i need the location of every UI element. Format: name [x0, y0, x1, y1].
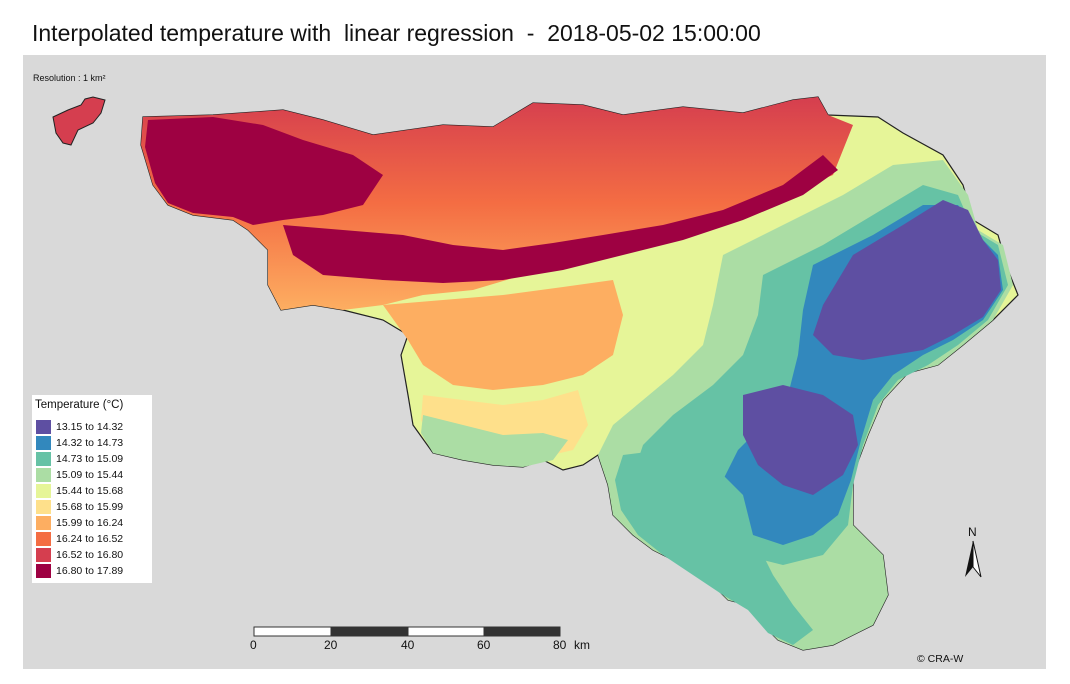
map-panel: Resolution : 1 km² Temperature (°C) [23, 55, 1046, 669]
resolution-note: Resolution : 1 km² [33, 73, 106, 83]
scale-tick-label: 80 [553, 638, 567, 652]
scale-tick-label: 20 [324, 638, 338, 652]
scale-tick-label: 60 [477, 638, 491, 652]
legend-swatch [36, 564, 51, 578]
legend-swatch [36, 436, 51, 450]
legend-swatch [36, 468, 51, 482]
legend-label: 14.73 to 15.09 [56, 453, 124, 465]
scale-unit: km [574, 638, 590, 652]
legend-swatch [36, 516, 51, 530]
legend-label: 13.15 to 14.32 [56, 421, 124, 433]
legend-swatch [36, 500, 51, 514]
zone-13.15-14.32 [813, 200, 1001, 360]
zone-hot-core-west [145, 117, 383, 225]
legend-label: 16.52 to 16.80 [56, 549, 124, 561]
zone-13.15-14.32-south [743, 385, 858, 495]
zone-south-green [615, 450, 813, 645]
exclave-comines [52, 96, 106, 146]
legend-swatch [36, 532, 51, 546]
legend-swatch [36, 548, 51, 562]
scale-bar [253, 626, 561, 637]
legend-label: 15.68 to 15.99 [56, 501, 124, 513]
zone-southwest-green [421, 415, 568, 467]
scale-tick-label: 0 [250, 638, 257, 652]
legend-label: 16.24 to 16.52 [56, 533, 124, 545]
zone-hot-band [283, 155, 838, 283]
legend-swatch [36, 420, 51, 434]
zone-orange-center [383, 280, 623, 390]
credit: © CRA-W [917, 653, 964, 665]
legend-label: 15.09 to 15.44 [56, 469, 124, 481]
north-label: N [968, 525, 977, 539]
legend-label: 16.80 to 17.89 [56, 565, 124, 577]
map-title: Interpolated temperature with linear reg… [32, 20, 761, 46]
legend: Temperature (°C) 13.15 to 14.32 14.32 to… [32, 395, 152, 583]
legend-title: Temperature (°C) [35, 399, 124, 411]
legend-label: 15.99 to 16.24 [56, 517, 124, 529]
legend-swatch [36, 484, 51, 498]
north-arrow-icon [965, 540, 982, 578]
legend-label: 14.32 to 14.73 [56, 437, 124, 449]
legend-label: 15.44 to 15.68 [56, 485, 124, 497]
temperature-map [52, 96, 1019, 651]
legend-swatch [36, 452, 51, 466]
scale-tick-label: 40 [401, 638, 415, 652]
